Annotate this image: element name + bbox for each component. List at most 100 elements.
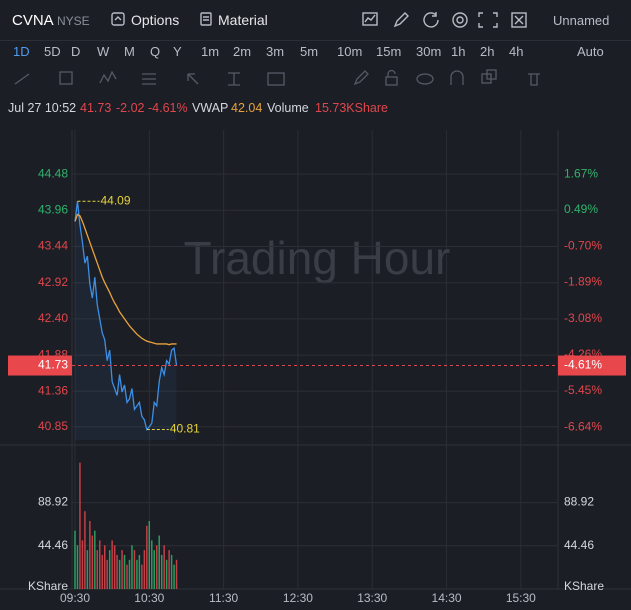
volume-bar — [118, 559, 121, 589]
volume-unit: KShare — [28, 579, 68, 593]
period-button[interactable]: 1h — [451, 44, 466, 59]
y-tick-label: 40.85 — [38, 419, 68, 433]
volume-bar — [101, 554, 103, 589]
period-button[interactable]: 2h — [480, 44, 495, 59]
volume-bar — [111, 540, 113, 589]
period-button[interactable]: 1m — [201, 44, 220, 59]
y2-tick-label: -0.70% — [564, 238, 602, 252]
y-tick-label: 42.92 — [38, 275, 68, 289]
period-button[interactable]: W — [97, 44, 110, 59]
period-button[interactable]: 30m — [416, 44, 442, 59]
period-button[interactable]: D — [71, 44, 81, 59]
info-time: Jul 27 10:52 — [8, 101, 77, 115]
volume-bar — [84, 511, 86, 589]
layout-name[interactable]: Unnamed — [553, 13, 610, 28]
volume-bar — [175, 559, 178, 589]
period-button[interactable]: 4h — [509, 44, 524, 59]
y-tick-label: 41.36 — [38, 383, 68, 397]
volume-bar — [99, 540, 101, 589]
x-tick-label: 13:30 — [357, 591, 387, 605]
material-icon[interactable] — [198, 11, 214, 27]
volume-bar — [74, 530, 76, 589]
volume-bar — [163, 545, 165, 589]
y2-tick-label: -3.08% — [564, 311, 602, 325]
menu-item[interactable]: Material — [218, 12, 268, 28]
volume-bar — [91, 535, 94, 589]
volume-bar — [138, 554, 141, 589]
volume-bar — [155, 545, 158, 589]
period-button[interactable]: Y — [173, 44, 182, 59]
price-area — [75, 201, 177, 440]
volume-bar — [126, 564, 128, 589]
volume-bar — [153, 550, 156, 589]
volume-bar — [116, 554, 118, 589]
period-bar: 1D 5D D W M Q Y 1m 2m 3m 5m 10m 15m 30m 1h 2h 4h Auto — [0, 40, 631, 66]
x-tick-label: 14:30 — [432, 591, 462, 605]
volume-bar — [146, 525, 148, 589]
volume-bar — [89, 520, 91, 589]
volume-tick-label: 88.92 — [564, 495, 594, 509]
period-button[interactable]: 2m — [233, 44, 252, 59]
period-button[interactable]: 3m — [266, 44, 285, 59]
period-button[interactable]: 1D — [13, 44, 30, 59]
volume-unit: KShare — [564, 579, 604, 593]
volume-bar — [173, 564, 175, 589]
y-tick-label: 42.40 — [38, 311, 68, 325]
volume-bar — [141, 564, 143, 589]
price-tag — [8, 355, 72, 376]
vwap-line — [74, 213, 177, 346]
top-bar: CVNA NYSE Options Material Unnamed — [0, 0, 631, 41]
exchange: NYSE — [57, 14, 90, 28]
period-button[interactable]: M — [124, 44, 135, 59]
volume-bar — [96, 550, 99, 589]
symbol[interactable]: CVNA — [12, 12, 54, 29]
x-tick-label: 11:30 — [209, 591, 238, 605]
info-volume-label: Volume — [267, 101, 309, 115]
menu-item[interactable]: Options — [131, 12, 180, 28]
change-tag — [558, 355, 626, 376]
info-bar: Jul 27 10:52 41.73 -2.02 -4.61% VWAP 42.… — [0, 100, 631, 118]
volume-tick-label: 44.46 — [564, 538, 594, 552]
volume-bar — [113, 545, 116, 589]
price-tag-label: 41.73 — [38, 358, 68, 372]
volume-bar — [76, 545, 79, 589]
volume-bar — [136, 559, 138, 589]
x-tick-label: 12:30 — [283, 591, 313, 605]
period-button[interactable]: 10m — [337, 44, 363, 59]
volume-bar — [86, 550, 89, 589]
y-tick-label: 43.96 — [38, 202, 68, 216]
volume-bar — [151, 540, 153, 589]
period-button[interactable]: 5D — [44, 44, 61, 59]
volume-bar — [143, 550, 146, 589]
volume-bar — [148, 520, 151, 589]
info-change: -2.02 — [116, 101, 145, 115]
period-button[interactable]: 15m — [376, 44, 402, 59]
options-icon[interactable] — [110, 11, 126, 27]
change-tag-label: -4.61% — [564, 358, 602, 372]
volume-bar — [165, 559, 168, 589]
y2-tick-label: 1.67% — [564, 166, 598, 180]
volume-bar — [108, 550, 111, 589]
volume-bar — [160, 554, 163, 589]
volume-bar — [103, 545, 106, 589]
volume-bar — [158, 535, 160, 589]
volume-bar — [94, 530, 96, 589]
period-button[interactable]: Q — [150, 44, 161, 59]
y-tick-label: 43.44 — [38, 239, 68, 253]
period-button[interactable]: 5m — [300, 44, 319, 59]
x-tick-label: 09:30 — [60, 591, 90, 605]
info-change-pct: -4.61% — [148, 101, 188, 115]
toolbar-icons[interactable] — [360, 10, 540, 30]
price-line — [74, 201, 178, 431]
annotation-label: 40.81 — [170, 422, 200, 436]
y2-tick-label: 0.49% — [564, 202, 598, 216]
volume-bar — [106, 559, 108, 589]
volume-bar — [79, 462, 81, 589]
volume-bar — [81, 540, 84, 589]
watermark: Trading Hour — [184, 232, 451, 284]
drawing-tools — [0, 66, 631, 92]
y2-tick-label: -1.89% — [564, 275, 602, 289]
scale-mode[interactable]: Auto — [577, 44, 604, 59]
